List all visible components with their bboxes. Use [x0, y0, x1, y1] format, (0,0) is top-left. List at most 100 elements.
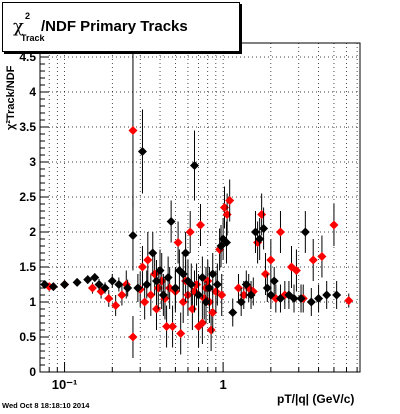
- data-point-black: [289, 294, 299, 303]
- data-point-red: [225, 196, 235, 205]
- data-point-black: [72, 277, 82, 287]
- data-point-black: [94, 280, 104, 289]
- data-point-red: [128, 126, 138, 135]
- x-axis-label: pT/|q| (GeV/c): [277, 392, 355, 406]
- data-point-black: [269, 276, 279, 286]
- data-point-red: [329, 220, 339, 230]
- data-point-black: [314, 294, 324, 303]
- data-point-red: [185, 227, 195, 237]
- data-point-black: [190, 161, 200, 170]
- data-point-black: [204, 283, 214, 293]
- y-tick-label: 1: [29, 295, 36, 309]
- data-point-black: [83, 275, 93, 285]
- data-point-black: [107, 276, 117, 286]
- data-point-black: [194, 290, 204, 300]
- data-point-red: [344, 296, 354, 306]
- data-point-red: [168, 322, 178, 331]
- data-point-red: [87, 283, 97, 293]
- title-superscript: 2: [25, 11, 31, 21]
- y-tick-label: 0: [29, 365, 36, 379]
- data-point-red: [217, 290, 227, 300]
- data-point-red: [140, 297, 150, 307]
- data-point-red: [165, 283, 175, 293]
- data-point-red: [143, 255, 153, 265]
- chart-title: /NDF Primary Tracks: [41, 18, 188, 35]
- data-point-black: [48, 282, 58, 292]
- data-point-black: [306, 297, 316, 307]
- data-point-red: [173, 238, 183, 247]
- data-point-red: [176, 329, 186, 338]
- data-point-black: [170, 283, 180, 293]
- data-point-black: [275, 294, 285, 303]
- data-point-black: [236, 297, 246, 307]
- data-point-black: [221, 238, 231, 247]
- data-point-black: [40, 280, 50, 289]
- data-point-red: [162, 322, 172, 331]
- data-point-black: [300, 227, 310, 237]
- y-tick-label: 0.5: [19, 330, 36, 344]
- data-point-black: [123, 283, 133, 293]
- y-tick-label: 4: [29, 85, 36, 99]
- data-point-black: [90, 273, 100, 282]
- data-point-black: [212, 280, 222, 289]
- data-point-black: [208, 269, 218, 279]
- data-point-black: [262, 283, 272, 293]
- timestamp: Wed Oct 8 18:18:10 2014: [2, 401, 90, 410]
- y-tick-label: 3.5: [19, 120, 36, 134]
- data-point-black: [259, 224, 269, 233]
- x-tick-label: 1: [219, 377, 226, 392]
- y-tick-label: 2.5: [19, 190, 36, 204]
- data-point-black: [151, 276, 161, 286]
- data-point-black: [155, 266, 165, 275]
- data-point-red: [146, 290, 156, 300]
- data-point-black: [166, 217, 176, 226]
- data-point-black: [114, 280, 124, 289]
- y-tick-label: 4.5: [19, 50, 36, 64]
- data-point-red: [317, 252, 327, 261]
- data-point-black: [163, 273, 173, 282]
- data-point-red: [211, 287, 221, 296]
- data-point-red: [206, 325, 216, 335]
- data-point-black: [250, 227, 260, 237]
- data-point-black: [201, 297, 211, 307]
- data-point-black: [158, 290, 168, 300]
- data-point-black: [228, 308, 238, 317]
- data-point-red: [308, 255, 318, 265]
- data-point-black: [332, 290, 342, 300]
- data-point-black: [197, 273, 207, 282]
- data-point-black: [181, 248, 191, 258]
- data-point-red: [266, 255, 276, 265]
- data-point-red: [117, 290, 127, 300]
- x-tick-label: 10⁻¹: [52, 377, 78, 392]
- data-point-black: [255, 234, 265, 244]
- y-tick-label: 1.5: [19, 260, 36, 274]
- data-point-black: [246, 290, 256, 300]
- y-tick-label: 2: [29, 225, 36, 239]
- data-point-red: [197, 318, 207, 328]
- data-point-black: [148, 248, 158, 258]
- data-point-black: [100, 283, 110, 293]
- data-point-black: [241, 280, 251, 289]
- data-point-red: [208, 308, 218, 317]
- data-point-red: [137, 262, 147, 272]
- data-point-black: [296, 294, 306, 303]
- data-point-red: [275, 227, 285, 237]
- data-point-red: [104, 294, 114, 303]
- data-point-black: [142, 280, 152, 289]
- data-point-red: [195, 220, 205, 230]
- data-point-black: [322, 290, 332, 300]
- data-point-black: [60, 280, 70, 289]
- data-point-red: [111, 301, 121, 310]
- data-point-red: [128, 332, 138, 342]
- title-subscript: Track: [21, 33, 45, 43]
- data-point-black: [128, 231, 138, 240]
- data-point-black: [266, 290, 276, 300]
- y-axis-label: χ²Track/NDF: [5, 65, 17, 130]
- data-point-black: [186, 280, 196, 289]
- data-point-red: [291, 266, 301, 275]
- data-point-black: [137, 147, 147, 156]
- y-tick-label: 3: [29, 155, 36, 169]
- data-point-black: [133, 283, 143, 293]
- data-point-red: [157, 276, 167, 286]
